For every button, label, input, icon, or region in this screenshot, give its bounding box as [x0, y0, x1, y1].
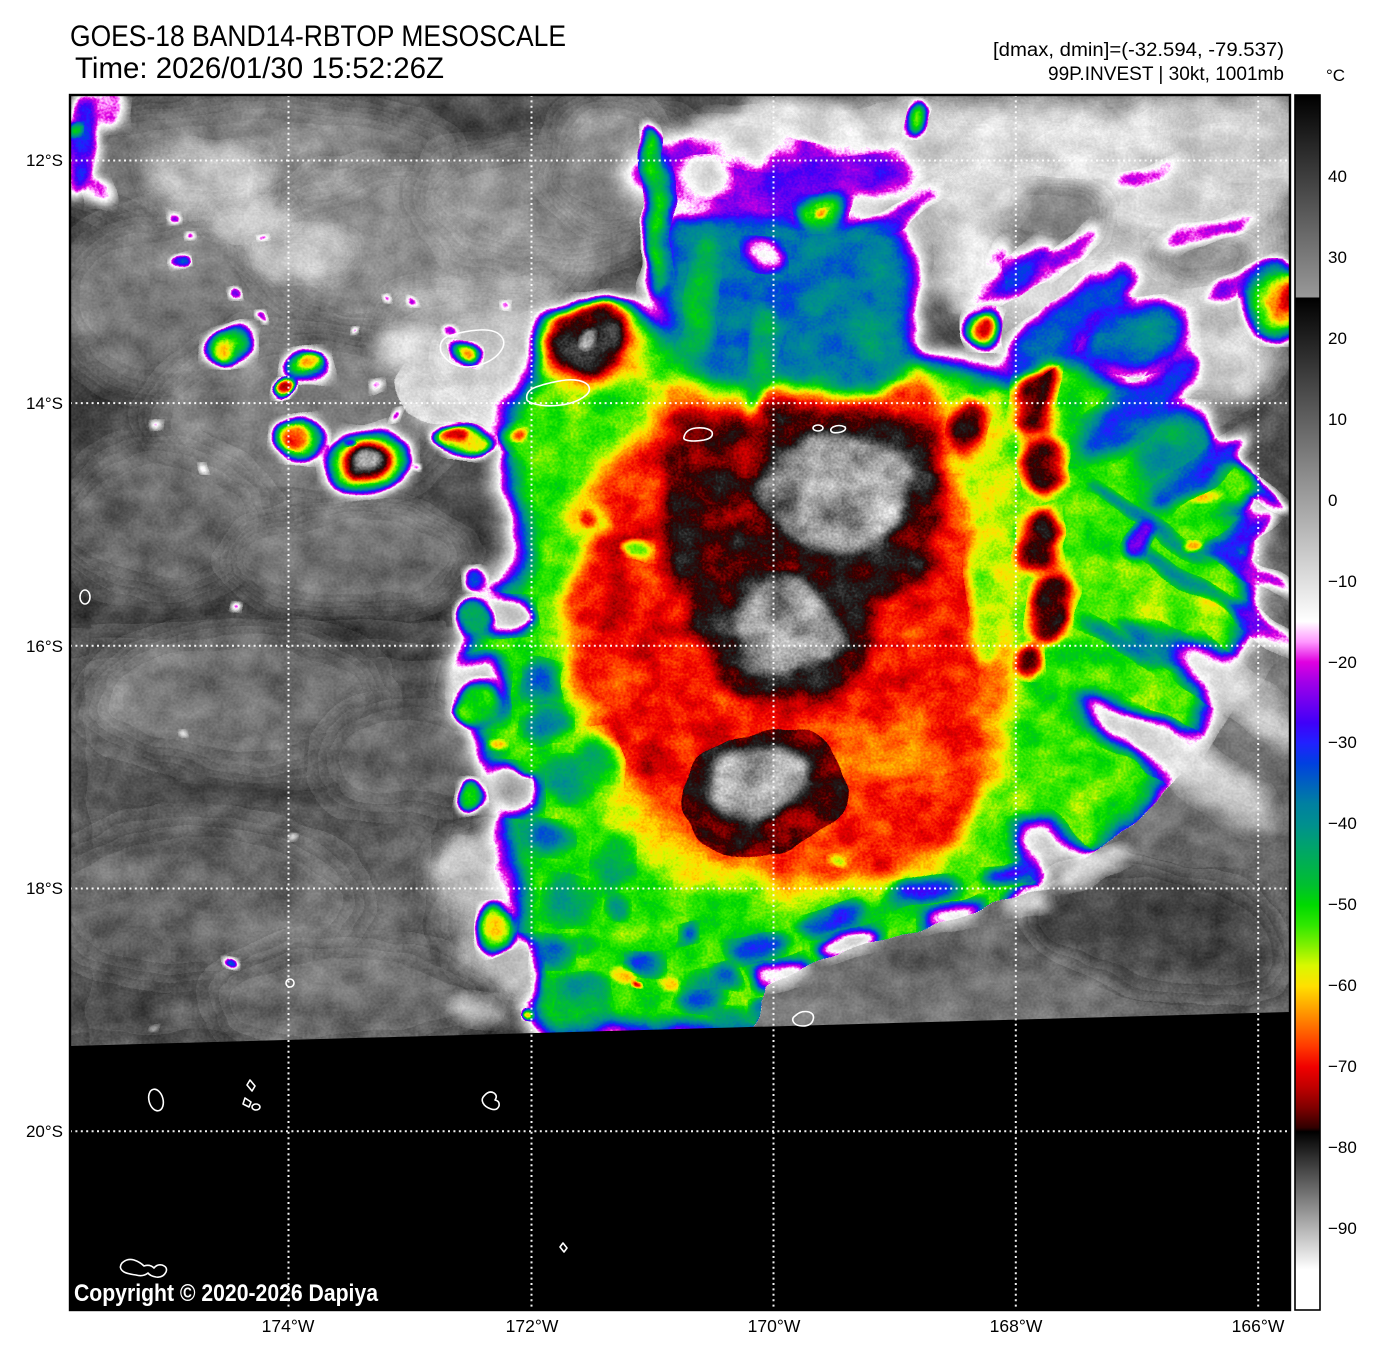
svg-text:−80: −80: [1328, 1138, 1357, 1157]
svg-text:°C: °C: [1326, 66, 1345, 85]
svg-text:10: 10: [1328, 410, 1347, 429]
svg-text:−70: −70: [1328, 1057, 1357, 1076]
svg-text:14°S: 14°S: [26, 394, 63, 413]
svg-text:172°W: 172°W: [506, 1316, 559, 1336]
svg-text:−20: −20: [1328, 653, 1357, 672]
svg-text:170°W: 170°W: [748, 1316, 801, 1336]
svg-text:−50: −50: [1328, 895, 1357, 914]
svg-text:−10: −10: [1328, 572, 1357, 591]
svg-text:174°W: 174°W: [262, 1316, 315, 1336]
svg-text:Copyright © 2020-2026 Dapiya: Copyright © 2020-2026 Dapiya: [74, 1280, 379, 1307]
svg-text:−90: −90: [1328, 1219, 1357, 1238]
svg-text:[dmax, dmin]=(-32.594, -79.537: [dmax, dmin]=(-32.594, -79.537): [993, 40, 1284, 61]
svg-text:99P.INVEST | 30kt, 1001mb: 99P.INVEST | 30kt, 1001mb: [1048, 64, 1284, 85]
svg-text:166°W: 166°W: [1232, 1316, 1285, 1336]
svg-text:Time: 2026/01/30 15:52:26Z: Time: 2026/01/30 15:52:26Z: [75, 52, 444, 85]
svg-text:16°S: 16°S: [26, 637, 63, 656]
svg-text:168°W: 168°W: [990, 1316, 1043, 1336]
svg-text:−40: −40: [1328, 814, 1357, 833]
svg-text:0: 0: [1328, 491, 1337, 510]
svg-text:18°S: 18°S: [26, 879, 63, 898]
svg-text:−60: −60: [1328, 976, 1357, 995]
svg-text:20: 20: [1328, 329, 1347, 348]
svg-text:40: 40: [1328, 167, 1347, 186]
svg-text:20°S: 20°S: [26, 1122, 63, 1141]
svg-text:30: 30: [1328, 248, 1347, 267]
svg-text:GOES-18 BAND14-RBTOP MESOSCALE: GOES-18 BAND14-RBTOP MESOSCALE: [70, 20, 566, 53]
svg-text:12°S: 12°S: [26, 151, 63, 170]
svg-text:−30: −30: [1328, 733, 1357, 752]
